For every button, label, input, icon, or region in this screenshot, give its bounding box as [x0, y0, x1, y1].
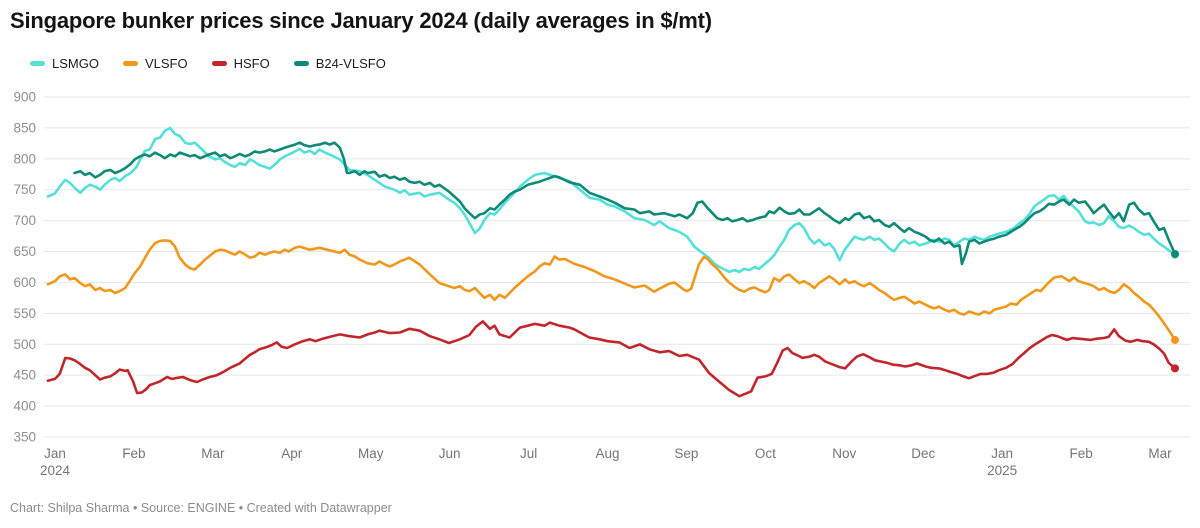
y-tick-label-500: 500	[13, 337, 36, 352]
legend-item-lsmgo: LSMGO	[30, 56, 99, 71]
legend: LSMGO VLSFO HSFO B24-VLSFO	[30, 56, 386, 71]
x-tick-label-Feb: Feb	[1069, 446, 1092, 461]
legend-label: HSFO	[233, 56, 270, 71]
x-tick-label-Nov: Nov	[832, 446, 856, 461]
x-tick-label-Aug: Aug	[595, 446, 619, 461]
y-tick-label-550: 550	[13, 306, 36, 321]
x-tick-label-Oct: Oct	[755, 446, 776, 461]
x-tick-label-Sep: Sep	[674, 446, 698, 461]
y-tick-label-850: 850	[13, 120, 36, 135]
chart-footer: Chart: Shilpa Sharma • Source: ENGINE • …	[10, 501, 392, 515]
y-tick-label-750: 750	[13, 182, 36, 197]
series-line-hsfo	[46, 320, 1177, 398]
legend-swatch-icon	[211, 61, 227, 66]
x-tick-label-Jun: Jun	[439, 446, 461, 461]
y-tick-label-650: 650	[13, 244, 36, 259]
legend-label: B24-VLSFO	[315, 56, 386, 71]
y-tick-label-450: 450	[13, 368, 36, 383]
x-tick-label-Mar: Mar	[201, 446, 225, 461]
series-line-lsmgo	[46, 126, 1177, 274]
legend-swatch-icon	[293, 61, 309, 66]
x-tick-label-Apr: Apr	[281, 446, 303, 461]
series-line-vlsfo	[46, 239, 1177, 342]
series-line-b24-vlsfo	[73, 141, 1177, 266]
y-tick-label-400: 400	[13, 399, 36, 414]
legend-swatch-icon	[30, 61, 45, 66]
y-tick-label-900: 900	[13, 90, 36, 105]
x-tick-label-Jul: Jul	[520, 446, 537, 461]
x-tick-year-2025: 2025	[987, 463, 1017, 478]
legend-item-b24-vlsfo: B24-VLSFO	[293, 56, 386, 71]
chart-title: Singapore bunker prices since January 20…	[10, 8, 712, 33]
x-tick-label-Jan2024: Jan	[44, 446, 66, 461]
y-tick-label-700: 700	[13, 213, 36, 228]
legend-item-vlsfo: VLSFO	[122, 56, 188, 71]
y-tick-label-350: 350	[13, 430, 36, 445]
series-end-dot-vlsfo	[1171, 335, 1180, 344]
y-tick-label-800: 800	[13, 151, 36, 166]
series-end-dot-b24-vlsfo	[1171, 250, 1180, 259]
legend-item-hsfo: HSFO	[211, 56, 270, 71]
x-tick-label-Mar: Mar	[1148, 446, 1172, 461]
x-tick-year-2024: 2024	[40, 463, 71, 478]
x-tick-label-Jan2025: Jan	[991, 446, 1013, 461]
legend-swatch-icon	[122, 61, 138, 66]
series-end-dot-hsfo	[1171, 364, 1180, 373]
legend-label: VLSFO	[144, 56, 188, 71]
x-tick-label-Feb: Feb	[122, 446, 145, 461]
legend-label: LSMGO	[52, 56, 99, 71]
y-tick-label-600: 600	[13, 275, 36, 290]
x-tick-label-May: May	[358, 446, 384, 461]
x-tick-label-Dec: Dec	[911, 446, 935, 461]
